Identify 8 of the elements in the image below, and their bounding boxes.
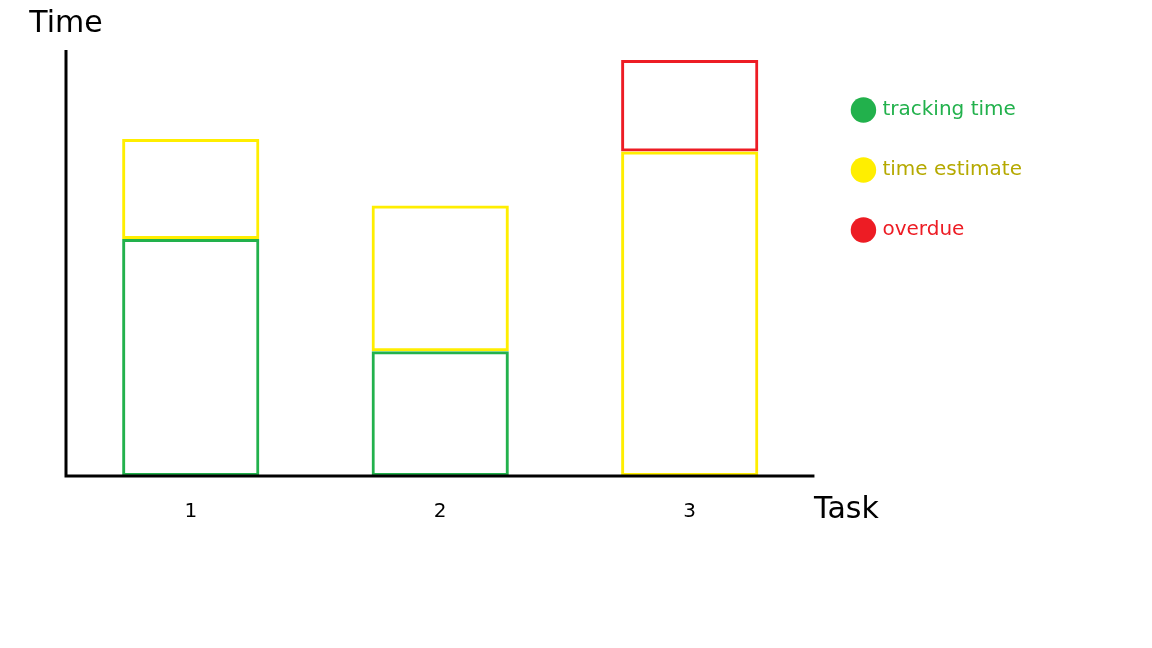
legend-label: time estimate [882, 156, 1023, 181]
x-axis-title: Task [813, 490, 880, 525]
x-tick-label: 3 [683, 498, 697, 523]
legend-label: tracking time [882, 96, 1016, 121]
x-tick-label: 2 [433, 498, 447, 523]
y-axis-title: Time [28, 4, 103, 39]
x-tick-label: 1 [184, 498, 198, 523]
legend-label: overdue [882, 216, 965, 241]
